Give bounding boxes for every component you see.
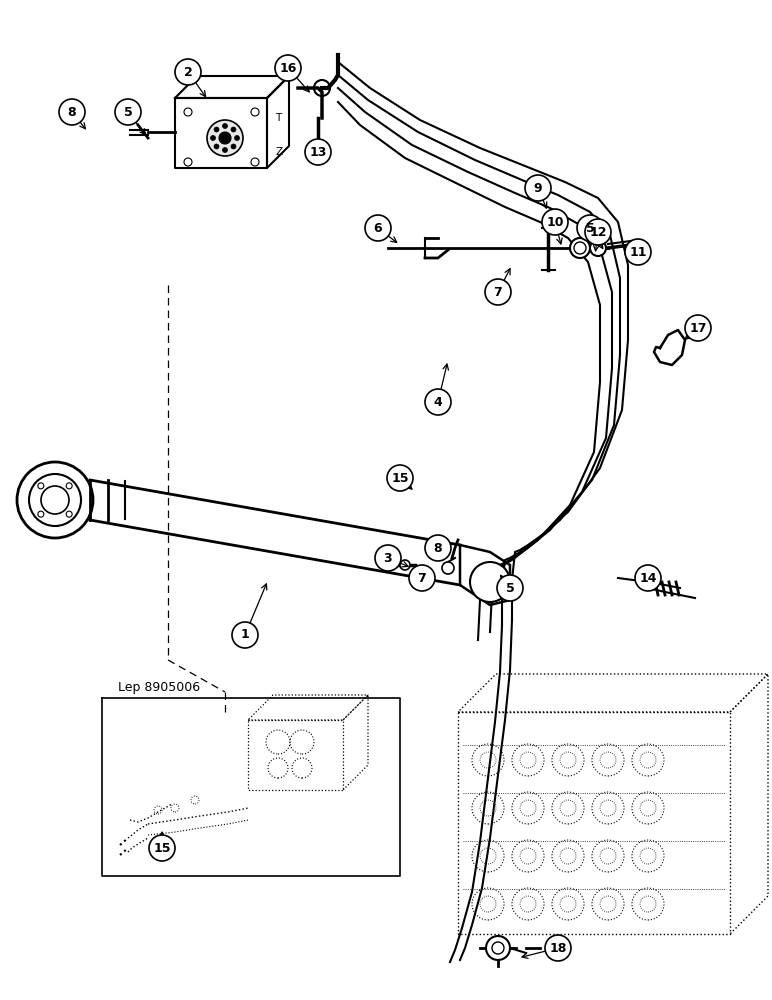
Circle shape — [232, 622, 258, 648]
Text: 13: 13 — [310, 145, 327, 158]
Text: 17: 17 — [689, 322, 706, 334]
Circle shape — [542, 209, 568, 235]
Text: 7: 7 — [418, 572, 426, 584]
Circle shape — [387, 465, 413, 491]
Text: 10: 10 — [547, 216, 564, 229]
Text: Lep 8905006: Lep 8905006 — [118, 682, 200, 694]
Circle shape — [409, 565, 435, 591]
Text: 7: 7 — [493, 286, 503, 298]
Circle shape — [214, 144, 219, 149]
Circle shape — [231, 144, 236, 149]
Text: 5: 5 — [124, 105, 132, 118]
Circle shape — [305, 139, 331, 165]
Text: 12: 12 — [589, 226, 607, 238]
Text: 8: 8 — [68, 105, 76, 118]
Circle shape — [59, 99, 85, 125]
Circle shape — [400, 560, 410, 570]
Circle shape — [214, 127, 219, 132]
Circle shape — [275, 55, 301, 81]
Circle shape — [525, 175, 551, 201]
Circle shape — [222, 123, 228, 128]
Text: 11: 11 — [629, 245, 647, 258]
Circle shape — [235, 135, 239, 140]
Text: 5: 5 — [586, 222, 594, 234]
Circle shape — [211, 135, 215, 140]
Circle shape — [485, 279, 511, 305]
Circle shape — [425, 389, 451, 415]
Circle shape — [231, 127, 236, 132]
Text: 16: 16 — [279, 62, 296, 75]
Text: 1: 1 — [241, 629, 249, 642]
Circle shape — [207, 120, 243, 156]
Circle shape — [470, 562, 510, 602]
Circle shape — [545, 935, 571, 961]
Circle shape — [175, 59, 201, 85]
Text: 15: 15 — [154, 842, 171, 854]
Circle shape — [685, 315, 711, 341]
Text: 14: 14 — [639, 572, 657, 584]
Circle shape — [66, 483, 72, 489]
Circle shape — [625, 239, 651, 265]
Circle shape — [590, 240, 606, 256]
Text: 6: 6 — [374, 222, 382, 234]
Circle shape — [66, 511, 72, 517]
Circle shape — [425, 535, 451, 561]
Text: T: T — [275, 113, 281, 123]
Text: 2: 2 — [184, 66, 192, 79]
Text: 5: 5 — [506, 582, 514, 594]
Text: 15: 15 — [391, 472, 408, 485]
Circle shape — [149, 835, 175, 861]
Text: Z: Z — [275, 147, 282, 157]
Circle shape — [219, 132, 231, 144]
Text: 4: 4 — [434, 395, 442, 408]
Circle shape — [375, 545, 401, 571]
Circle shape — [115, 99, 141, 125]
Circle shape — [635, 565, 661, 591]
Circle shape — [442, 562, 454, 574]
Text: 3: 3 — [384, 552, 392, 564]
Circle shape — [497, 575, 523, 601]
Circle shape — [365, 215, 391, 241]
Circle shape — [38, 483, 44, 489]
Circle shape — [38, 511, 44, 517]
Circle shape — [486, 936, 510, 960]
Text: 9: 9 — [533, 182, 542, 194]
Circle shape — [577, 215, 603, 241]
Circle shape — [585, 219, 611, 245]
Circle shape — [570, 238, 590, 258]
Circle shape — [222, 147, 228, 152]
Text: 8: 8 — [434, 542, 442, 554]
Text: 18: 18 — [550, 942, 567, 954]
